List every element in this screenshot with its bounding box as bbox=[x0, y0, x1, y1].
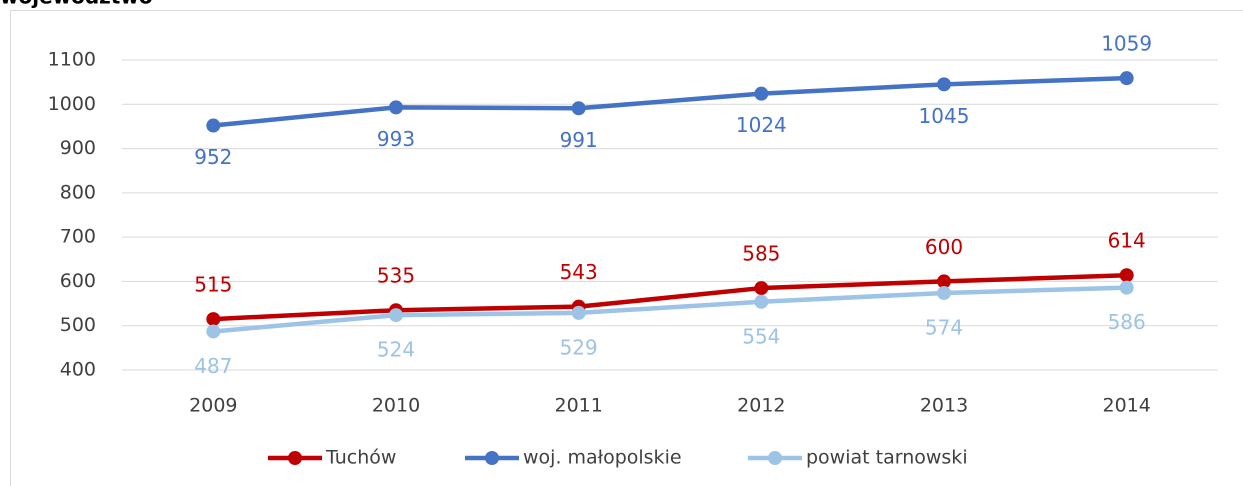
data-point bbox=[754, 281, 769, 296]
y-tick-label: 500 bbox=[60, 314, 96, 336]
data-label: 1045 bbox=[919, 104, 970, 128]
legend-marker bbox=[485, 451, 499, 465]
chart-frame bbox=[10, 10, 1243, 486]
data-point bbox=[206, 312, 221, 327]
data-label: 586 bbox=[1108, 310, 1146, 334]
data-point bbox=[571, 101, 586, 116]
y-tick-label: 1100 bbox=[48, 49, 96, 71]
data-label: 535 bbox=[377, 264, 415, 288]
data-point bbox=[206, 324, 221, 339]
legend-label: Tuchów bbox=[325, 447, 396, 469]
data-label: 515 bbox=[194, 273, 232, 297]
x-tick-label: 2014 bbox=[1102, 395, 1150, 417]
data-point bbox=[1119, 71, 1134, 86]
x-tick-label: 2013 bbox=[920, 395, 968, 417]
series-line bbox=[213, 75, 1127, 128]
data-label: 991 bbox=[560, 128, 598, 152]
data-label: 524 bbox=[377, 338, 415, 362]
legend-marker bbox=[768, 451, 782, 465]
data-label: 554 bbox=[742, 324, 780, 348]
data-point bbox=[571, 305, 586, 320]
data-point bbox=[1119, 280, 1134, 295]
data-point bbox=[389, 100, 403, 115]
x-tick-label: 2010 bbox=[372, 395, 420, 417]
data-point bbox=[1119, 268, 1134, 283]
y-tick-label: 600 bbox=[60, 270, 96, 292]
data-label: 952 bbox=[194, 145, 232, 169]
data-label: 600 bbox=[925, 235, 963, 259]
data-point bbox=[389, 308, 403, 323]
data-point bbox=[937, 274, 951, 289]
data-point bbox=[754, 294, 769, 309]
data-label: 543 bbox=[560, 260, 598, 284]
data-point bbox=[206, 118, 221, 133]
data-label: 574 bbox=[925, 315, 963, 339]
x-tick-label: 2009 bbox=[189, 395, 237, 417]
data-label: 1059 bbox=[1101, 32, 1152, 56]
data-point bbox=[754, 86, 769, 101]
series-line bbox=[213, 285, 1127, 334]
y-tick-label: 700 bbox=[60, 226, 96, 248]
y-tick-label: 900 bbox=[60, 137, 96, 159]
legend-marker bbox=[288, 451, 302, 465]
y-tick-label: 800 bbox=[60, 181, 96, 203]
chart-title: województwo bbox=[0, 0, 153, 9]
legend-label: woj. małopolskie bbox=[523, 447, 682, 469]
data-label: 993 bbox=[377, 127, 415, 151]
legend-label: powiat tarnowski bbox=[806, 447, 968, 469]
data-label: 585 bbox=[742, 242, 780, 266]
data-point bbox=[937, 285, 951, 300]
data-label: 487 bbox=[194, 354, 232, 378]
x-tick-label: 2012 bbox=[737, 395, 785, 417]
data-label: 529 bbox=[560, 335, 598, 359]
y-tick-label: 1000 bbox=[48, 93, 96, 115]
x-tick-label: 2011 bbox=[554, 395, 602, 417]
y-tick-label: 400 bbox=[60, 359, 96, 381]
data-point bbox=[937, 77, 951, 92]
data-label: 1024 bbox=[736, 113, 787, 137]
series-line bbox=[213, 272, 1127, 322]
data-label: 614 bbox=[1108, 229, 1146, 253]
